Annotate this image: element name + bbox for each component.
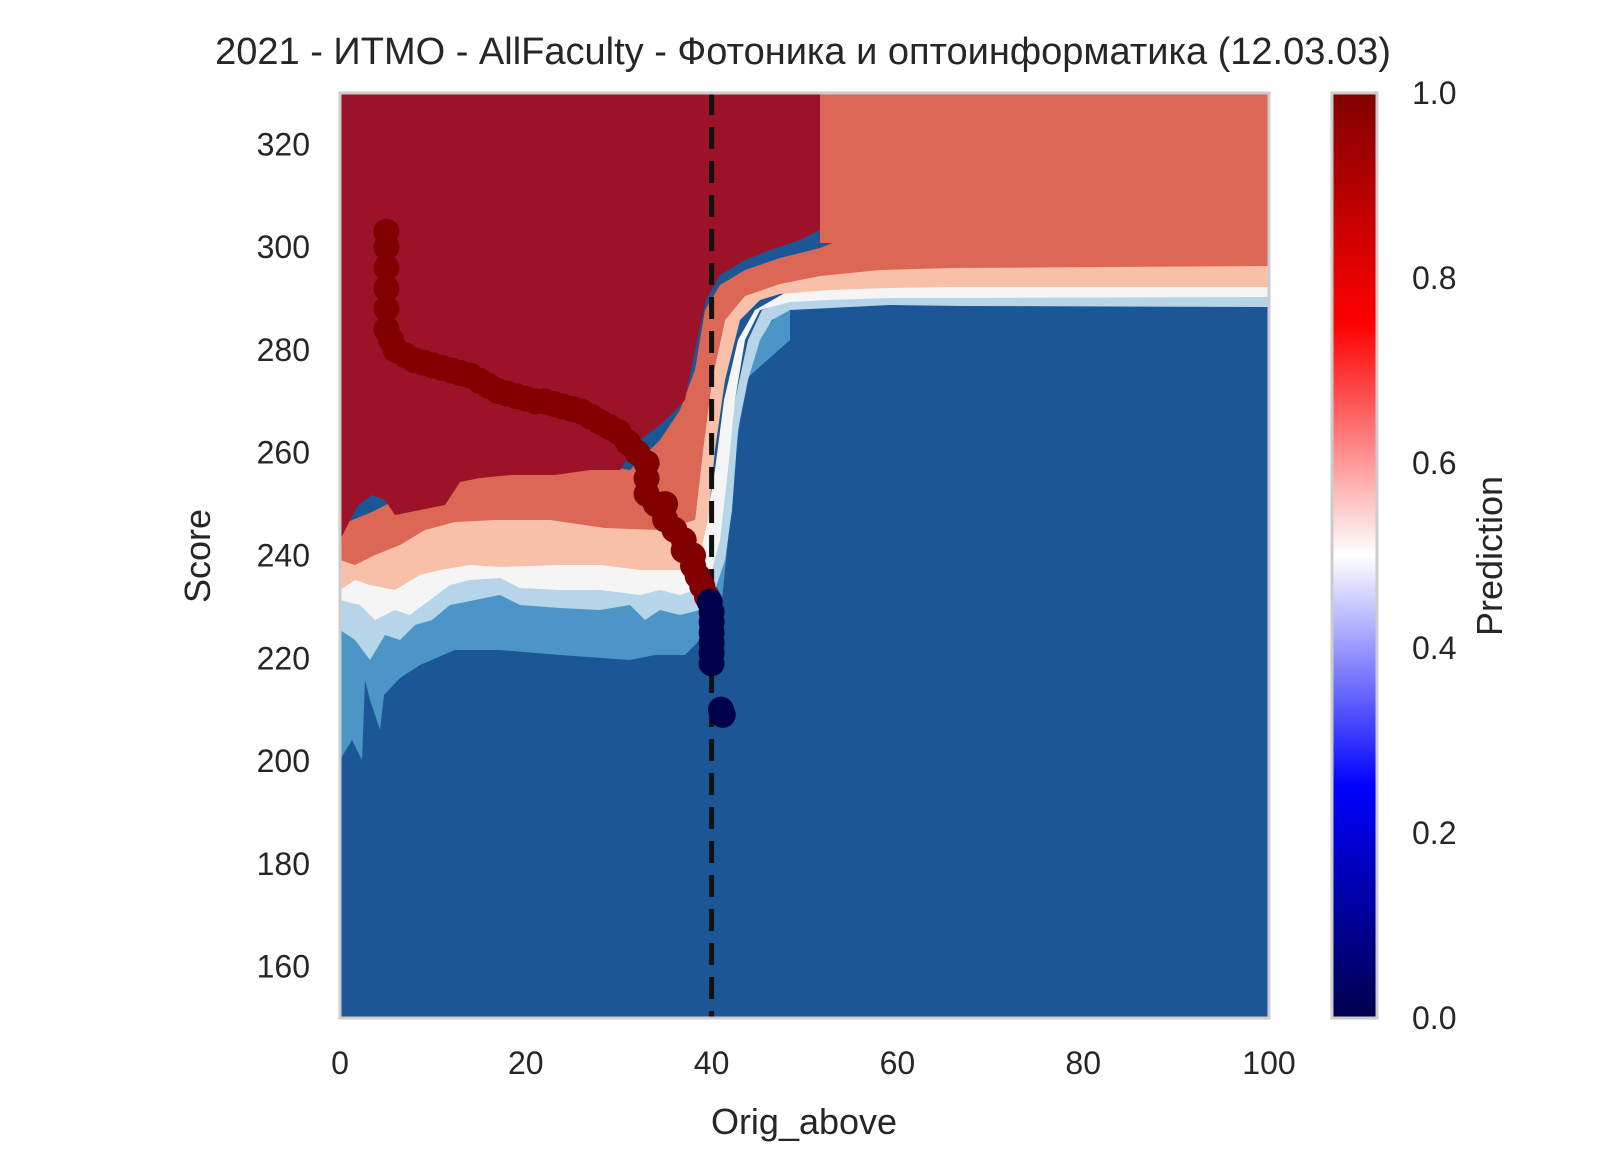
y-tick-label: 160 [257, 949, 310, 985]
y-tick-label: 280 [257, 332, 310, 368]
x-tick-label: 20 [508, 1045, 544, 1081]
x-tick-label: 100 [1242, 1045, 1295, 1081]
colorbar-gradient [1332, 93, 1377, 1018]
colorbar: 0.0 0.2 0.4 0.6 0.8 1.0 Prediction [1330, 75, 1510, 1036]
y-tick-label: 320 [257, 126, 310, 162]
colorbar-tick-label: 0.6 [1412, 445, 1456, 481]
contour-level-6 [340, 93, 820, 540]
x-tick-label: 40 [694, 1045, 730, 1081]
x-axis-ticks: 0 20 40 60 80 100 [331, 1045, 1296, 1081]
point-high [373, 234, 400, 261]
x-tick-label: 60 [880, 1045, 916, 1081]
point-high [373, 295, 400, 322]
y-tick-label: 220 [257, 640, 310, 676]
colorbar-tick-label: 0.0 [1412, 1000, 1456, 1036]
y-tick-label: 300 [257, 229, 310, 265]
y-tick-label: 200 [257, 743, 310, 779]
colorbar-tick-label: 0.8 [1412, 260, 1456, 296]
contour-level-5-top [820, 93, 1269, 243]
chart-title: 2021 - ИТМО - AllFaculty - Фотоника и оп… [215, 31, 1391, 73]
plot-frame [338, 91, 1271, 1020]
y-tick-label: 240 [257, 538, 310, 574]
colorbar-label: Prediction [1469, 476, 1510, 636]
point-low [709, 701, 736, 728]
point-high [373, 275, 400, 302]
x-tick-label: 0 [331, 1045, 349, 1081]
points-high-series [373, 218, 720, 610]
point-low [698, 650, 725, 677]
y-axis-label: Score [177, 509, 218, 603]
colorbar-tick-label: 0.2 [1412, 815, 1456, 851]
x-axis-label: Orig_above [711, 1101, 897, 1142]
y-axis-ticks: 160 180 200 220 240 260 280 300 320 [257, 126, 310, 984]
x-tick-label: 80 [1065, 1045, 1101, 1081]
colorbar-tick-label: 1.0 [1412, 75, 1456, 111]
plot-area [340, 93, 1269, 1018]
contour-level-3 [340, 284, 1269, 620]
point-high [373, 254, 400, 281]
colorbar-ticks: 0.0 0.2 0.4 0.6 0.8 1.0 [1412, 75, 1456, 1036]
points-low-series [696, 588, 736, 728]
y-tick-label: 260 [257, 435, 310, 471]
colorbar-tick-label: 0.4 [1412, 630, 1456, 666]
y-tick-label: 180 [257, 846, 310, 882]
colorbar-frame [1330, 91, 1379, 1020]
contour-level-4 [340, 262, 1269, 590]
contour-level-5 [340, 236, 1269, 565]
